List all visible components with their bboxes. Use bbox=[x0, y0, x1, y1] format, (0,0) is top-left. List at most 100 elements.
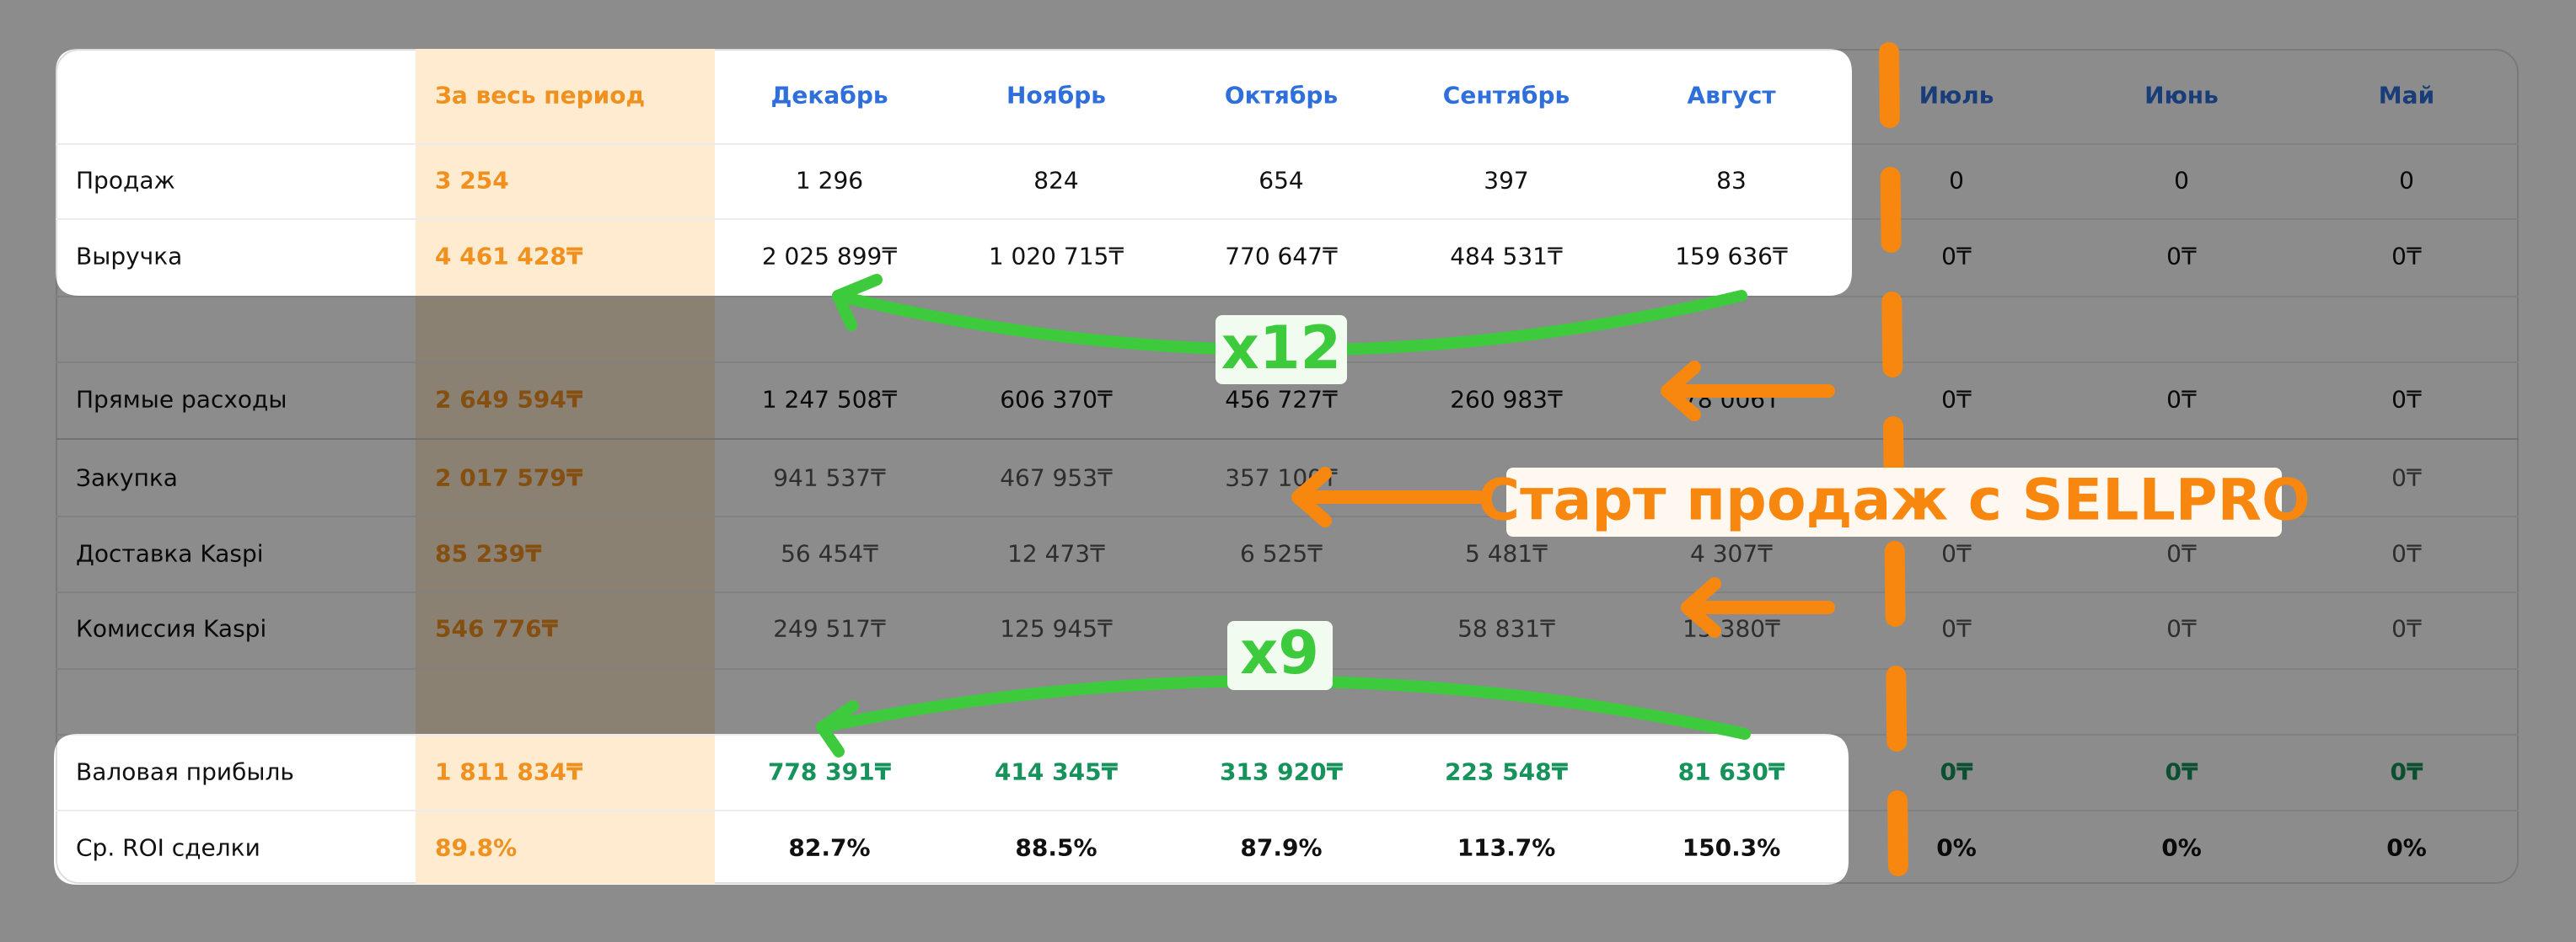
cell: 484 531₸ bbox=[1450, 242, 1563, 270]
row-separator bbox=[56, 591, 2519, 593]
cell: 0₸ bbox=[2391, 386, 2422, 414]
row-label: Ср. ROI сделки bbox=[76, 833, 260, 862]
cell: 0% bbox=[2161, 834, 2202, 862]
cell: 2 649 594₸ bbox=[435, 386, 582, 414]
cell: 83 bbox=[1716, 166, 1747, 195]
cell: 12 473₸ bbox=[1007, 540, 1105, 568]
cell: 113.7% bbox=[1457, 833, 1556, 862]
cell: 82.7% bbox=[788, 833, 871, 862]
cell: 58 831₸ bbox=[1457, 615, 1555, 643]
label-box bbox=[1227, 621, 1333, 690]
cell: 0₸ bbox=[2165, 758, 2198, 786]
row-separator bbox=[56, 810, 2519, 811]
cell: 0₸ bbox=[2391, 540, 2422, 568]
arrow-head bbox=[816, 700, 859, 757]
cell: 2 017 579₸ bbox=[435, 464, 582, 492]
cell: 0₸ bbox=[2166, 386, 2197, 414]
column-header: За весь период bbox=[435, 81, 646, 110]
cell: 467 953₸ bbox=[1000, 464, 1113, 492]
cell: 0 bbox=[2399, 167, 2414, 195]
cell: 0% bbox=[2386, 834, 2427, 862]
cell: 824 bbox=[1033, 166, 1079, 195]
cell: 5 481₸ bbox=[1465, 540, 1548, 568]
cell: 3 254 bbox=[435, 166, 509, 195]
cell: 0₸ bbox=[2166, 615, 2197, 643]
cell: 0₸ bbox=[1941, 615, 1972, 643]
cell: 0₸ bbox=[1940, 758, 1973, 786]
orange-arrow bbox=[1661, 361, 1835, 421]
label-box bbox=[1216, 315, 1347, 384]
cell: 1 247 508₸ bbox=[762, 386, 897, 414]
column-header: Июль bbox=[1919, 82, 1994, 110]
row-label: Валовая прибыль bbox=[76, 757, 294, 786]
cell: 56 454₸ bbox=[781, 540, 878, 568]
column-header: Сентябрь bbox=[1442, 81, 1570, 110]
row-label: Комиссия Kaspi bbox=[76, 615, 266, 643]
column-header: Октябрь bbox=[1224, 81, 1339, 110]
cell: 0₸ bbox=[2166, 243, 2197, 270]
cell: 654 bbox=[1258, 166, 1304, 195]
cell: 0₸ bbox=[2166, 540, 2197, 568]
row-separator bbox=[56, 516, 2519, 517]
cell: 0 bbox=[2174, 167, 2189, 195]
start-label: Старт продаж с SELLPRO bbox=[1478, 468, 2310, 534]
label-box bbox=[1506, 468, 2282, 537]
cell: 6 525₸ bbox=[1240, 540, 1323, 568]
cell: 0 bbox=[1949, 167, 1964, 195]
cell: 546 776₸ bbox=[435, 615, 558, 643]
column-header: Май bbox=[2379, 82, 2434, 110]
cell: 85 239₸ bbox=[435, 540, 542, 568]
cell: 0₸ bbox=[1941, 243, 1972, 270]
cell: 150.3% bbox=[1682, 833, 1781, 862]
cell: 159 636₸ bbox=[1675, 242, 1788, 270]
row-label: Продаж bbox=[76, 166, 175, 195]
period-column bbox=[416, 49, 715, 884]
cell: 4 461 428₸ bbox=[435, 242, 583, 270]
row-separator bbox=[56, 438, 2519, 440]
cell: 223 548₸ bbox=[1444, 757, 1569, 786]
column-header: Ноябрь bbox=[1006, 81, 1106, 110]
row-label: Выручка bbox=[76, 242, 183, 270]
cell: 260 983₸ bbox=[1450, 386, 1563, 414]
cell: 770 647₸ bbox=[1225, 242, 1338, 270]
cell: 0₸ bbox=[1941, 540, 1972, 568]
row-label: Прямые расходы bbox=[76, 386, 287, 414]
cell: 397 bbox=[1484, 166, 1529, 195]
cell: 0₸ bbox=[2391, 758, 2423, 786]
column-header: Июнь bbox=[2144, 82, 2219, 110]
row-label: Закупка bbox=[76, 464, 178, 492]
cell: 88.5% bbox=[1015, 833, 1097, 862]
cell: 0₸ bbox=[2391, 243, 2422, 270]
cell: 1 296 bbox=[795, 166, 864, 195]
growth-label: x12 bbox=[1221, 313, 1342, 383]
cell: 2 025 899₸ bbox=[761, 242, 898, 270]
cell: 456 727₸ bbox=[1225, 386, 1338, 414]
start-line bbox=[1879, 42, 1908, 882]
cell: 313 920₸ bbox=[1219, 757, 1344, 786]
orange-arrow bbox=[1681, 577, 1835, 638]
cell: 778 391₸ bbox=[767, 757, 892, 786]
cell: 0₸ bbox=[2391, 615, 2422, 643]
column-header: Август bbox=[1687, 81, 1776, 110]
cell: 125 945₸ bbox=[1000, 615, 1113, 643]
cell: 941 537₸ bbox=[773, 464, 886, 492]
cell: 89.8% bbox=[435, 833, 518, 862]
cell: 0₸ bbox=[1941, 386, 1972, 414]
row-separator bbox=[56, 143, 2519, 145]
cell: 4 307₸ bbox=[1690, 540, 1773, 568]
cell: 1 811 834₸ bbox=[435, 757, 583, 786]
cell: 0% bbox=[1936, 834, 1977, 862]
cell: 0₸ bbox=[2391, 464, 2422, 492]
cell: 81 630₸ bbox=[1677, 757, 1785, 786]
cell: 87.9% bbox=[1240, 833, 1323, 862]
row-separator bbox=[56, 218, 2519, 220]
cell: 414 345₸ bbox=[994, 757, 1119, 786]
row-separator bbox=[56, 296, 2519, 297]
column-header: Декабрь bbox=[770, 81, 888, 110]
cell: 606 370₸ bbox=[1000, 386, 1113, 414]
arrow-head bbox=[832, 274, 883, 331]
row-label: Доставка Kaspi bbox=[76, 540, 264, 568]
growth-label: x9 bbox=[1240, 618, 1319, 688]
